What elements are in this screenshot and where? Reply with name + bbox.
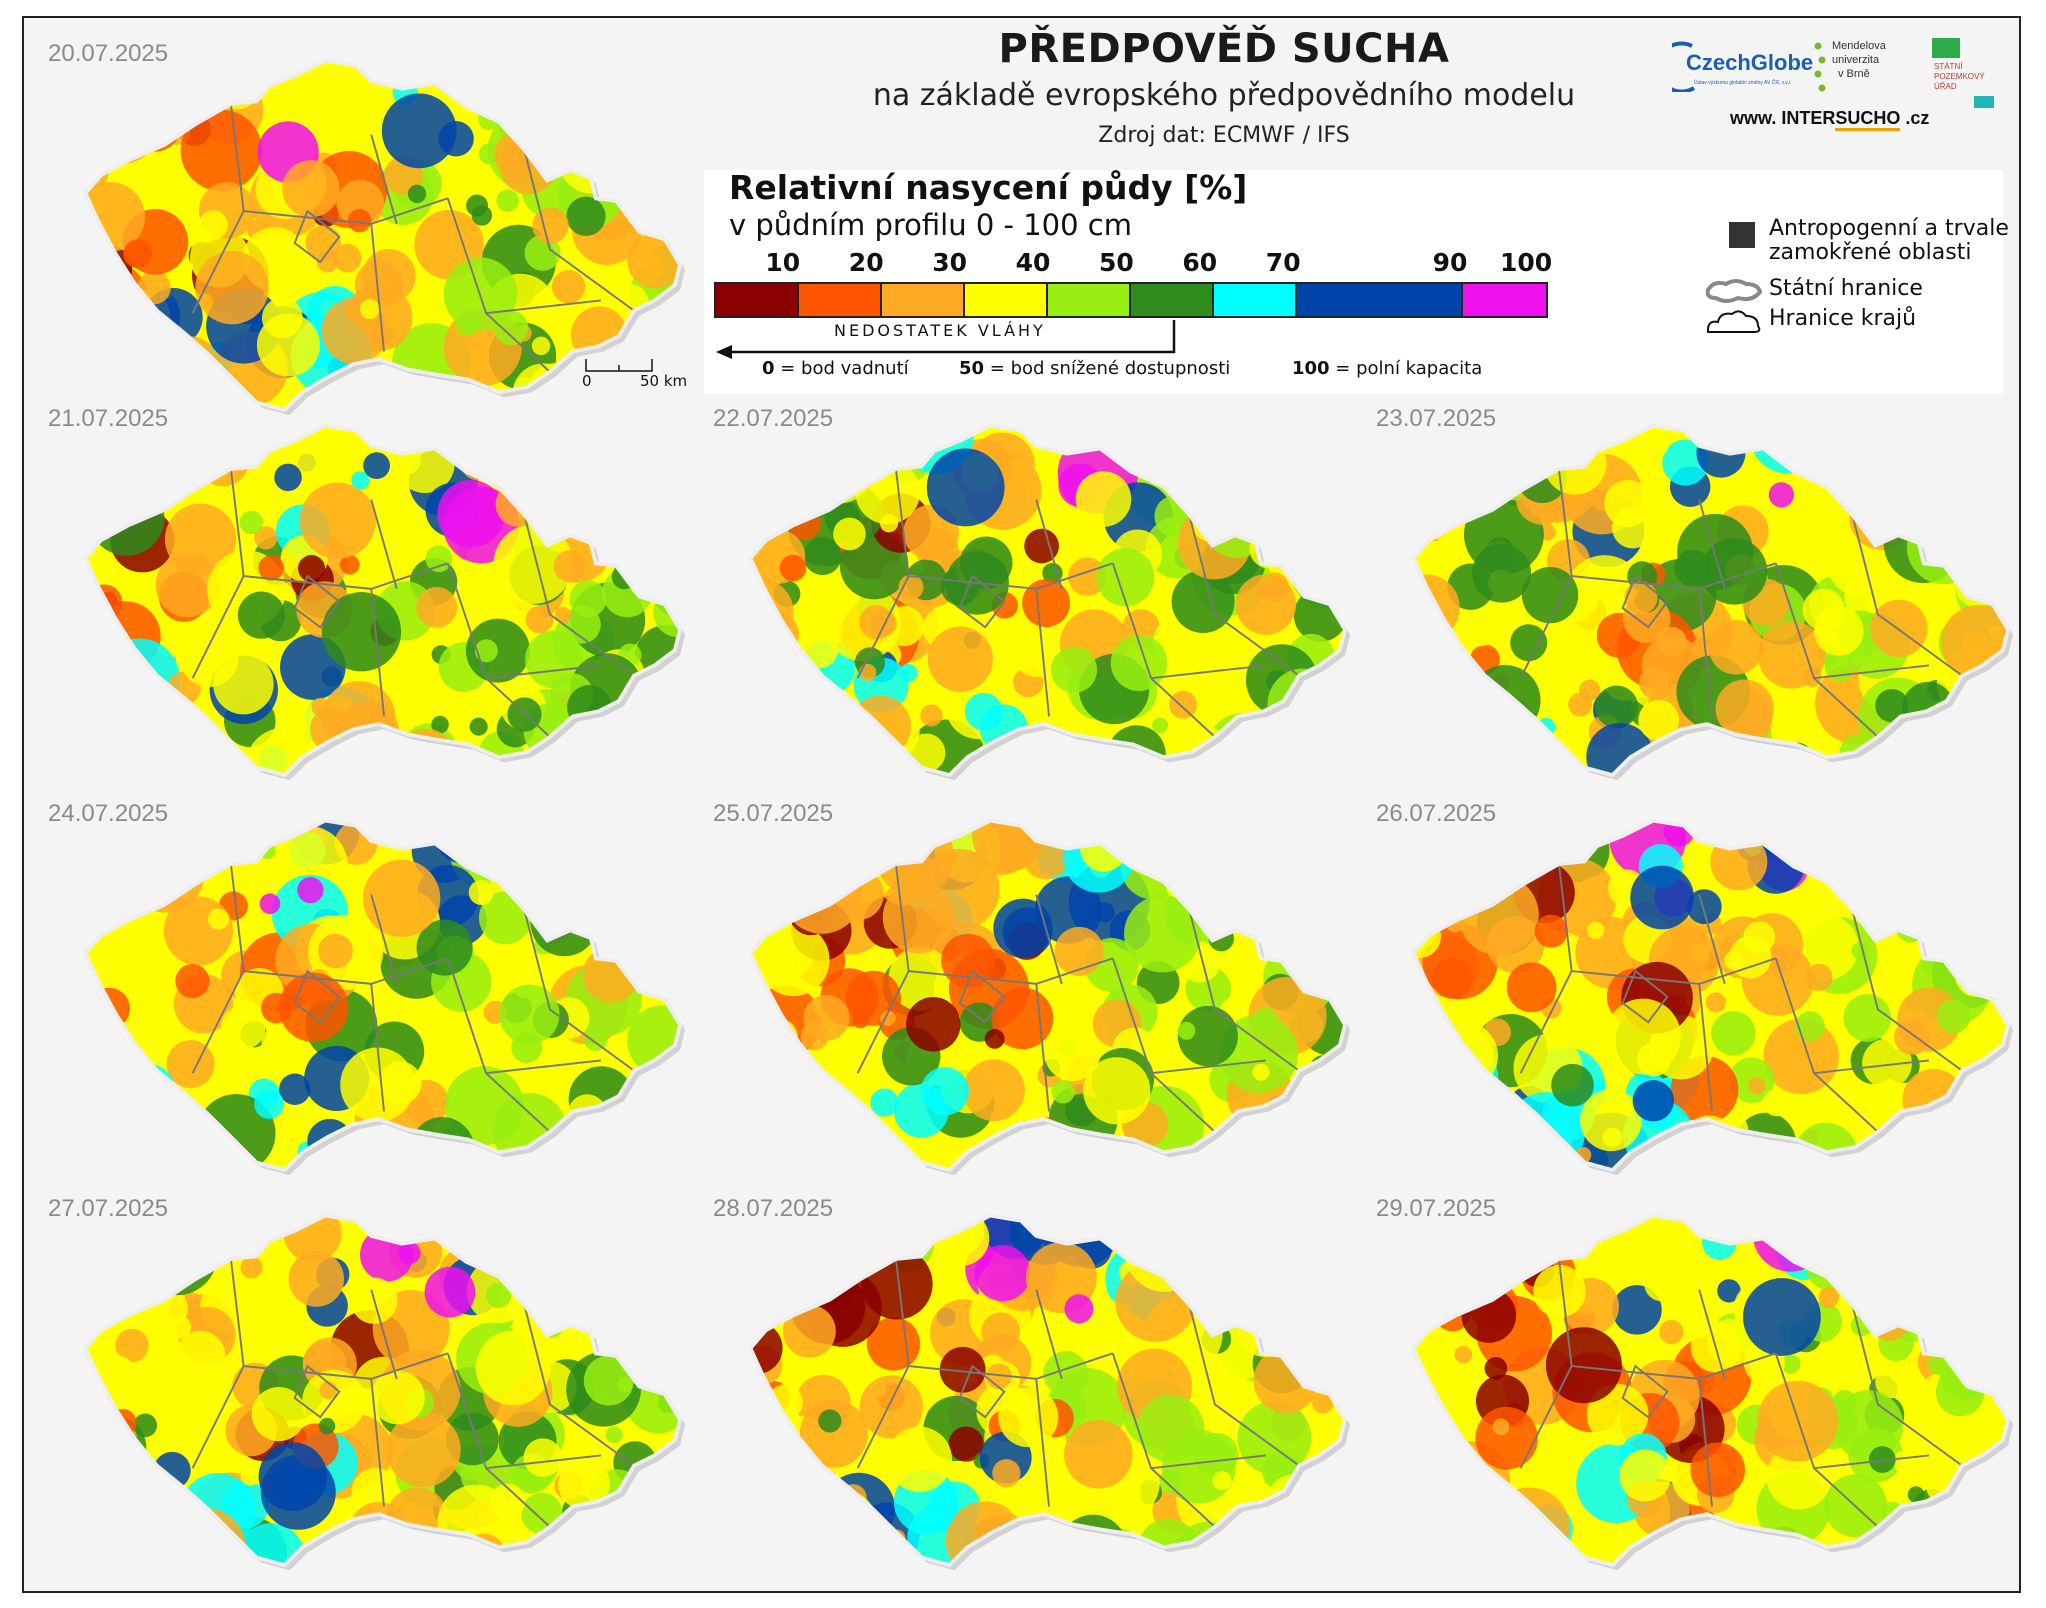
colorbar-segment xyxy=(965,284,1048,316)
legend-tick-label: 10 xyxy=(765,248,801,277)
website-prefix: www. INTER xyxy=(1730,108,1836,128)
page-title: PŘEDPOVĚĎ SUCHA xyxy=(998,26,1450,72)
map-date-label: 24.07.2025 xyxy=(48,800,169,827)
spu-green-square-icon xyxy=(1932,38,1960,58)
logo-area: CzechGlobe Ústav výzkumu globální změny … xyxy=(1655,26,2002,136)
spu-teal-square-icon xyxy=(1974,96,1994,108)
scale-bar-icon xyxy=(585,359,653,372)
legend-tick-label: 20 xyxy=(848,248,884,277)
map-sheet: PŘEDPOVĚĎ SUCHA na základě evropského př… xyxy=(22,16,2021,1593)
mendel-logo: Mendelova univerzita v Brně xyxy=(1812,38,1902,108)
legend-tick-label: 50 xyxy=(1099,248,1134,277)
map-date-label: 26.07.2025 xyxy=(1376,800,1497,827)
map-date-label: 29.07.2025 xyxy=(1376,1195,1497,1222)
czech-drought-map xyxy=(83,1213,686,1571)
scale-end: 50 km xyxy=(640,372,688,390)
data-source: Zdroj dat: ECMWF / IFS xyxy=(1098,123,1350,148)
map-date-label: 20.07.2025 xyxy=(48,40,169,67)
definition-0-text: = bod vadnutí xyxy=(774,358,909,379)
colorbar-segment xyxy=(1463,284,1546,316)
map-date-label: 27.07.2025 xyxy=(48,1195,169,1222)
definition-50-number: 50 xyxy=(959,358,985,379)
czech-drought-map xyxy=(748,1213,1351,1571)
legend-tick-label: 100 xyxy=(1500,248,1553,277)
deficit-label: NEDOSTATEK VLÁHY xyxy=(834,321,1046,340)
legend-title: Relativní nasycení půdy [%] xyxy=(729,168,1248,207)
colorbar-segment xyxy=(1214,284,1297,316)
czech-drought-map xyxy=(1411,1213,2014,1571)
definition-50-text: = bod snížené dostupnosti xyxy=(984,358,1231,379)
scale-start: 0 xyxy=(582,372,592,390)
legend-tick-label: 70 xyxy=(1265,248,1301,277)
colorbar-segment xyxy=(716,284,799,316)
definition-100: 100 = polní kapacita xyxy=(1292,358,1482,379)
legend-subtitle: v půdním profilu 0 - 100 cm xyxy=(729,208,1132,242)
spu-logo: STÁTNÍ POZEMKOVÝ ÚŘAD xyxy=(1932,38,2002,108)
legend-colorbar xyxy=(714,282,1548,318)
colorbar-segment xyxy=(799,284,882,316)
czechglobe-name: CzechGlobe xyxy=(1686,50,1814,75)
wetland-swatch-icon xyxy=(1729,222,1755,248)
spu-line3: ÚŘAD xyxy=(1934,82,1957,91)
page-subtitle: na základě evropského předpovědního mode… xyxy=(872,78,1576,113)
colorbar-segment xyxy=(1131,284,1214,316)
website-bold: SUCHO xyxy=(1835,108,1901,131)
czech-drought-map xyxy=(748,423,1351,781)
colorbar-segment xyxy=(1297,284,1463,316)
colorbar-segment xyxy=(882,284,965,316)
region-border-icon xyxy=(1707,310,1761,333)
spu-line1: STÁTNÍ xyxy=(1934,62,1963,71)
spu-line2: POZEMKOVÝ xyxy=(1934,72,1985,81)
czech-drought-map xyxy=(1411,818,2014,1176)
definition-0: 0 = bod vadnutí xyxy=(762,358,909,379)
region-border-label: Hranice krajů xyxy=(1769,306,1917,331)
state-border-label: Státní hranice xyxy=(1769,276,1923,301)
deficit-arrow-icon xyxy=(716,320,1176,359)
czech-drought-map xyxy=(83,58,686,416)
czech-drought-map xyxy=(748,818,1351,1176)
definition-0-number: 0 xyxy=(762,358,775,379)
colorbar-segment xyxy=(1048,284,1131,316)
mendel-line1: Mendelova xyxy=(1832,40,1886,52)
legend-tick-label: 60 xyxy=(1182,248,1218,277)
map-date-label: 22.07.2025 xyxy=(713,405,834,432)
website-suffix: .cz xyxy=(1900,108,1930,128)
czech-drought-map xyxy=(83,818,686,1176)
legend-tick-label: 30 xyxy=(932,248,967,277)
mendel-dots-icon xyxy=(1814,42,1826,92)
map-date-label: 28.07.2025 xyxy=(713,1195,834,1222)
wetland-label-2: zamokřené oblasti xyxy=(1769,240,1972,265)
wetland-label-1: Antropogenní a trvale xyxy=(1769,216,2009,241)
czechglobe-subtitle: Ústav výzkumu globální změny AV ČR, v.v.… xyxy=(1694,80,1792,86)
mendel-line2: univerzita xyxy=(1832,54,1880,66)
map-date-label: 21.07.2025 xyxy=(48,405,169,432)
legend-tick-label: 90 xyxy=(1432,248,1468,277)
czech-drought-map xyxy=(83,423,686,781)
scale-bar: 0 50 km xyxy=(582,358,687,390)
definition-100-number: 100 xyxy=(1292,358,1330,379)
legend-tick-label: 40 xyxy=(1015,248,1051,277)
definition-100-text: = polní kapacita xyxy=(1329,358,1483,379)
map-date-label: 23.07.2025 xyxy=(1376,405,1497,432)
website-link[interactable]: www. INTERSUCHO .cz xyxy=(1730,108,1930,131)
map-date-label: 25.07.2025 xyxy=(713,800,834,827)
definition-50: 50 = bod snížené dostupnosti xyxy=(959,358,1230,379)
state-border-icon xyxy=(1705,279,1763,303)
mendel-line3: v Brně xyxy=(1838,68,1870,80)
czechglobe-logo: CzechGlobe Ústav výzkumu globální změny … xyxy=(1655,40,1813,94)
czech-drought-map xyxy=(1411,423,2014,781)
